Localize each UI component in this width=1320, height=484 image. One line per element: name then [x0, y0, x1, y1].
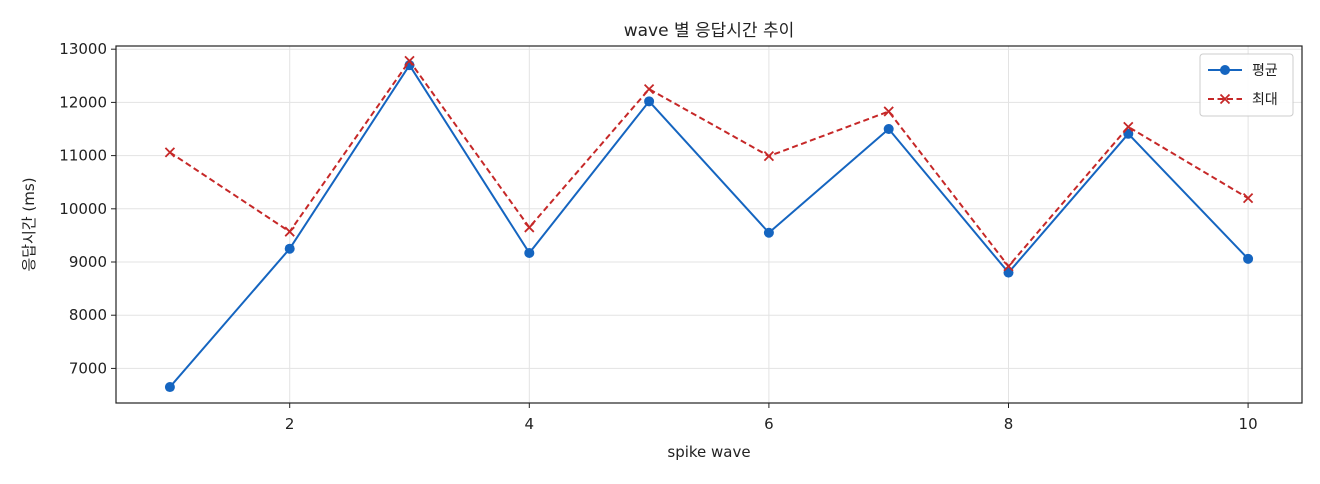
data-point — [1243, 253, 1254, 264]
y-axis-label: 응답시간 (ms) — [20, 177, 38, 271]
y-axis-ticks: 7000 8000 9000 10000 11000 12000 13000 — [59, 40, 116, 377]
x-axis-label: spike wave — [667, 443, 750, 461]
y-tick-label: 11000 — [59, 147, 107, 165]
data-point — [1123, 121, 1134, 133]
series-max — [164, 55, 1254, 272]
grid-lines — [116, 46, 1302, 403]
y-tick-label: 8000 — [69, 306, 107, 324]
chart-title: wave 별 응답시간 추이 — [624, 21, 795, 41]
data-point — [164, 147, 176, 158]
plot-area-frame — [115, 45, 1303, 404]
x-tick-label: 4 — [525, 415, 535, 433]
legend-label: 최대 — [1252, 92, 1278, 108]
data-point — [763, 227, 774, 238]
data-point — [763, 150, 775, 162]
legend-marker — [1220, 65, 1230, 75]
series-line — [169, 64, 1249, 388]
y-tick-label: 10000 — [59, 200, 107, 218]
x-tick-label: 8 — [1004, 415, 1014, 433]
data-point — [524, 247, 535, 258]
series-layer — [164, 55, 1254, 393]
legend-label: 평균 — [1252, 63, 1278, 79]
data-point — [404, 55, 415, 67]
y-tick-label: 7000 — [69, 359, 107, 377]
legend-item: 평균 — [1208, 63, 1278, 79]
y-tick-label: 9000 — [69, 253, 107, 271]
legend-item: 최대 — [1208, 92, 1278, 108]
data-point — [1003, 267, 1014, 278]
data-point — [524, 222, 535, 233]
data-point — [643, 83, 655, 95]
data-point — [644, 96, 655, 107]
y-tick-label: 12000 — [59, 93, 107, 111]
legend-marker — [1219, 93, 1231, 105]
series-avg — [164, 60, 1254, 393]
data-point — [883, 106, 894, 117]
data-point — [1003, 261, 1014, 272]
series-line — [169, 59, 1249, 268]
data-point — [284, 243, 295, 254]
data-point — [284, 226, 295, 237]
x-axis-ticks: 2 4 6 8 10 — [285, 403, 1258, 433]
x-tick-label: 6 — [764, 415, 774, 433]
data-point — [1242, 193, 1254, 204]
x-tick-label: 2 — [285, 415, 295, 433]
data-point — [883, 123, 894, 134]
y-tick-label: 13000 — [59, 40, 107, 58]
legend-box — [1199, 53, 1294, 117]
x-tick-label: 10 — [1239, 415, 1258, 433]
data-point — [164, 382, 175, 393]
